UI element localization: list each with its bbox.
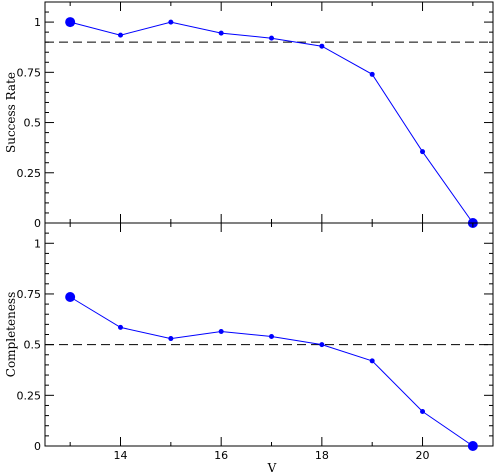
data-point — [218, 328, 224, 334]
data-point — [269, 334, 275, 340]
data-point — [319, 43, 325, 49]
series-line — [70, 21, 474, 224]
panel-2-frame — [44, 222, 494, 447]
x-tick-label: 18 — [315, 449, 329, 462]
y-tick-label: 1 — [34, 16, 41, 29]
y-tick-label: 0 — [34, 440, 41, 453]
x-tick-label: 14 — [114, 449, 128, 462]
y-axis-label: Completeness — [4, 292, 18, 377]
y-tick-label: 1 — [34, 237, 41, 250]
data-point — [420, 409, 426, 415]
data-point — [369, 358, 375, 364]
data-point — [118, 32, 124, 38]
data-point — [118, 324, 124, 330]
data-point — [168, 19, 174, 25]
data-point — [369, 71, 375, 77]
y-tick-label: 0.75 — [17, 288, 42, 301]
data-point — [467, 441, 478, 451]
panel-1-frame — [44, 1, 494, 224]
x-tick-label: 20 — [416, 449, 430, 462]
data-point — [218, 30, 224, 36]
x-tick-label: 16 — [214, 449, 228, 462]
y-tick-label: 0.75 — [17, 66, 42, 79]
data-point — [319, 342, 325, 348]
data-point — [65, 291, 76, 302]
data-point — [65, 17, 76, 28]
y-tick-label: 0.25 — [17, 389, 42, 402]
x-axis-label: V — [267, 461, 277, 474]
y-tick-label: 0.25 — [17, 167, 42, 180]
data-point — [269, 35, 275, 41]
series-line — [69, 296, 474, 447]
y-axis-label: Success Rate — [4, 72, 18, 153]
y-tick-label: 0 — [34, 217, 41, 230]
data-point — [420, 149, 426, 155]
data-point — [168, 336, 174, 342]
y-tick-label: 0.5 — [24, 339, 42, 352]
y-tick-label: 0.5 — [24, 117, 42, 130]
